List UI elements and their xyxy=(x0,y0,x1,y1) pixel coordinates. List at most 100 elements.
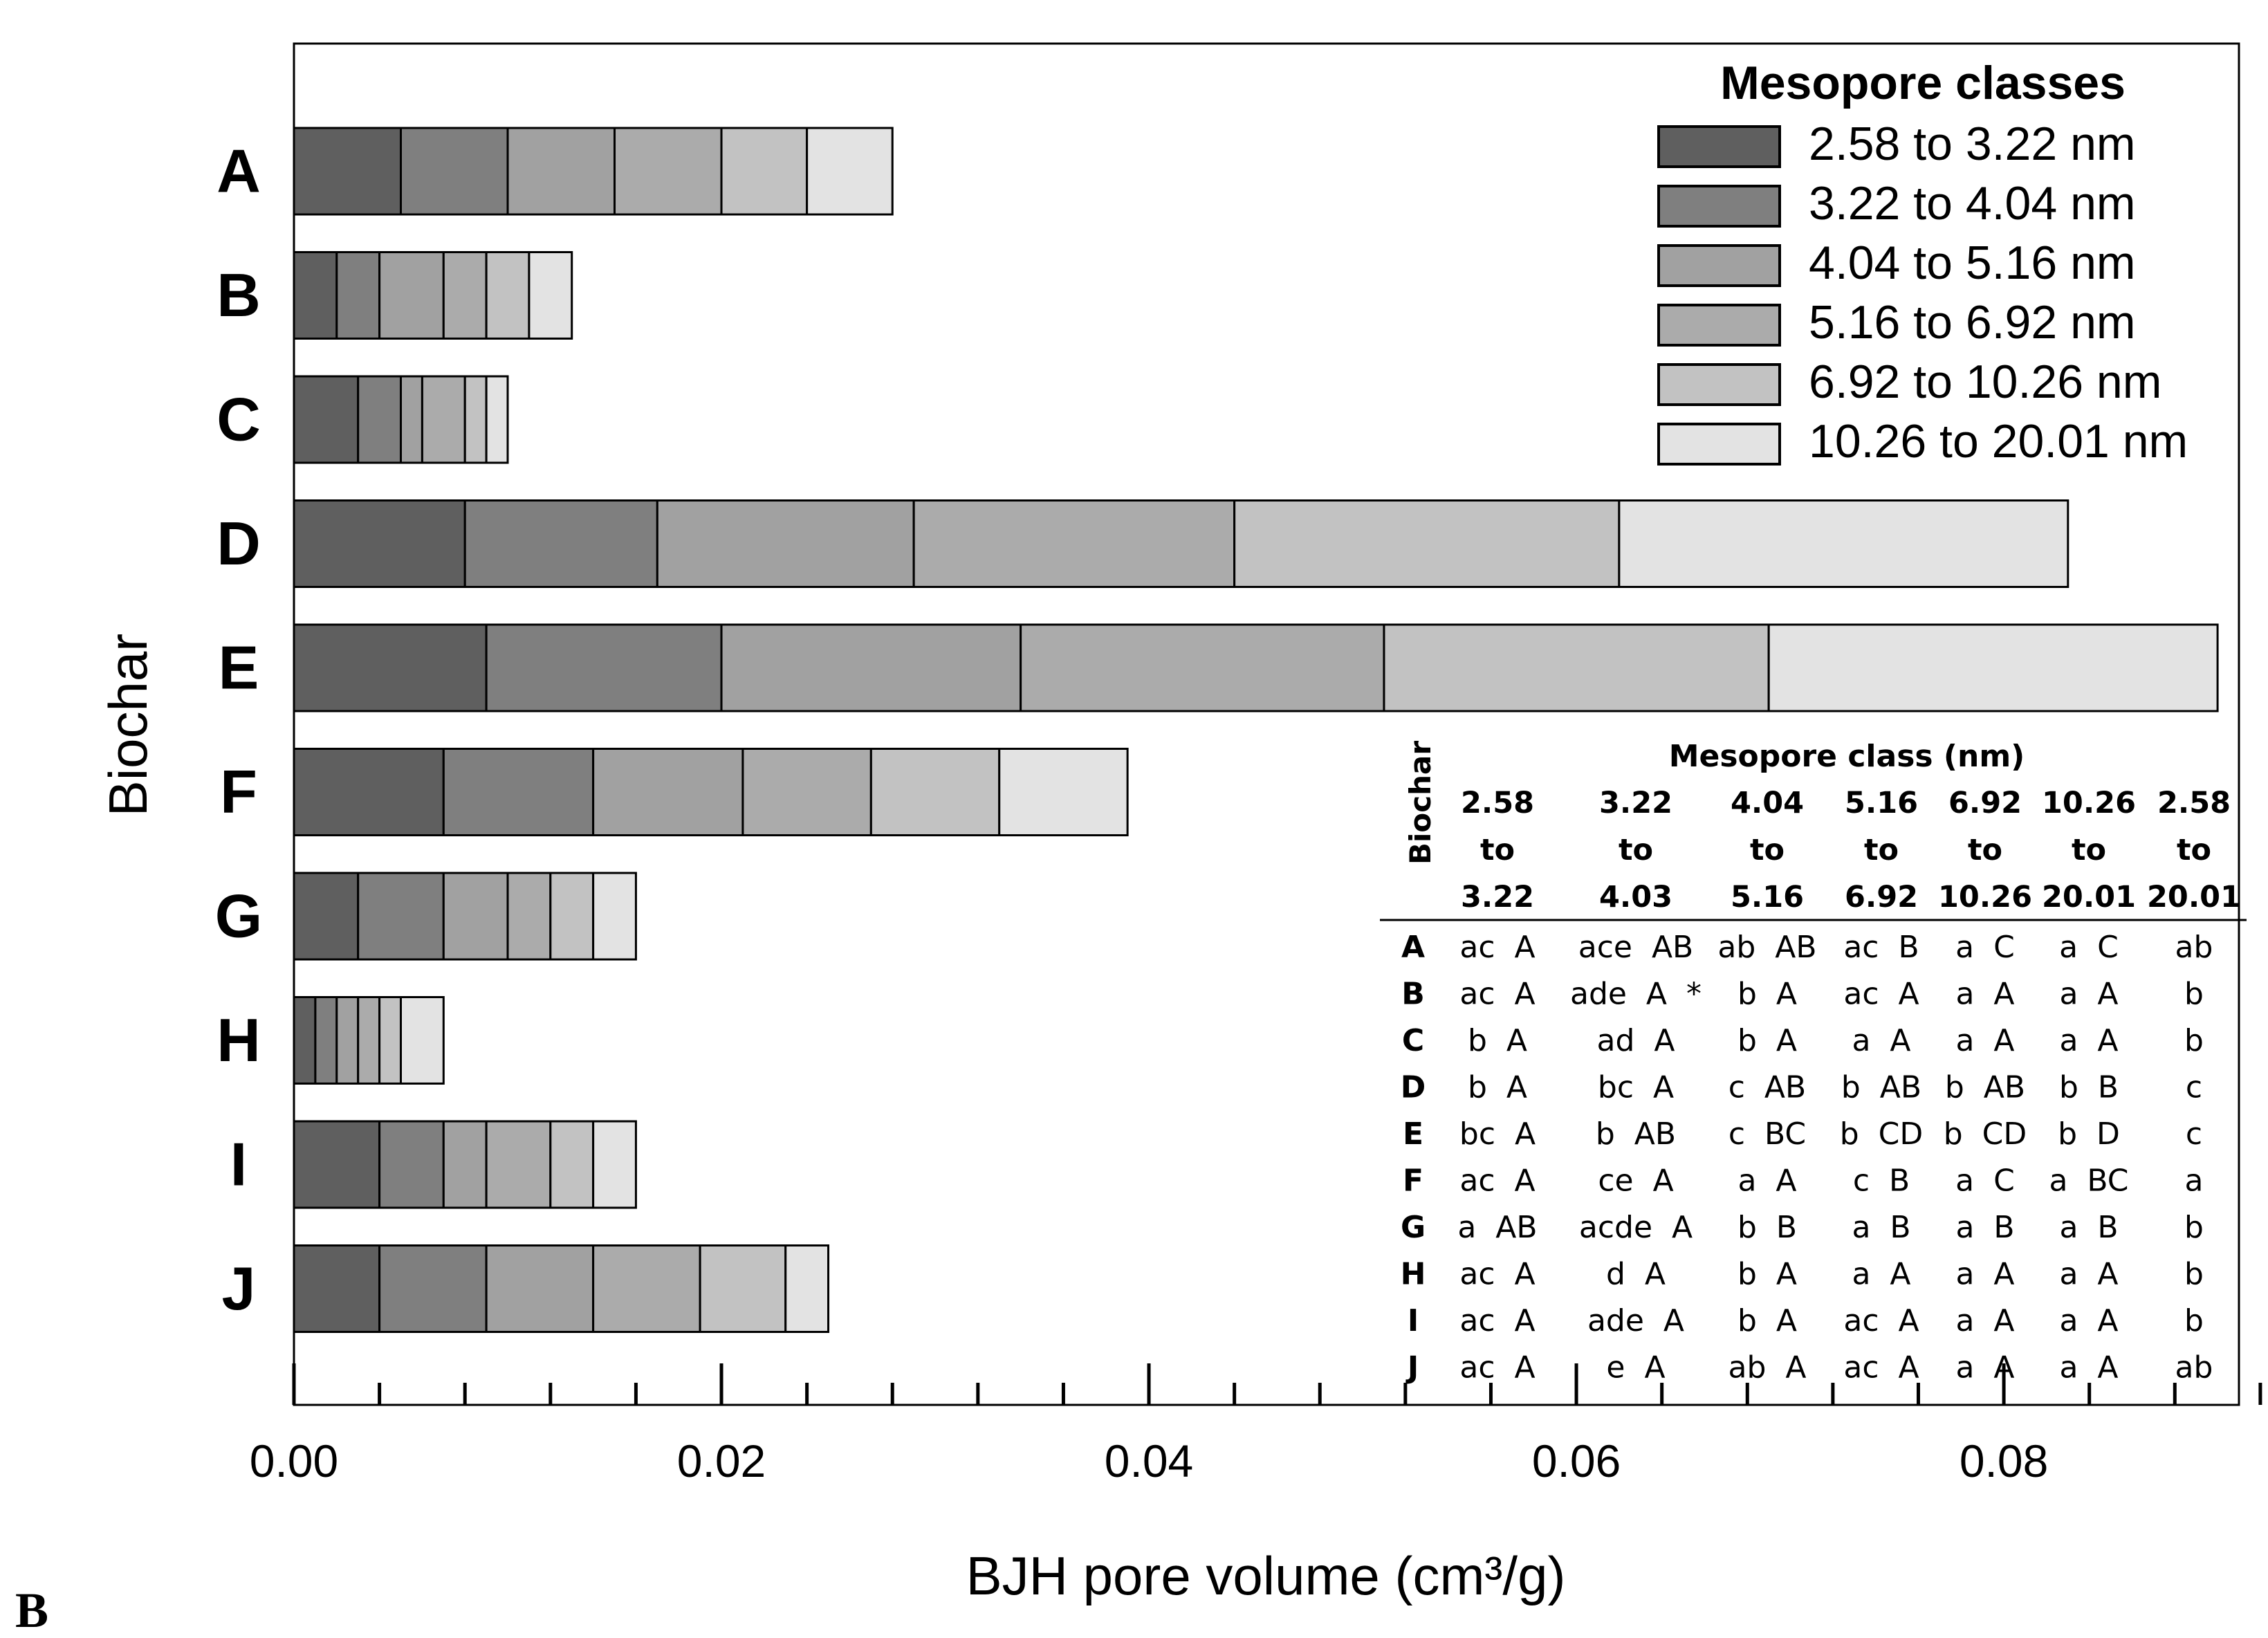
legend-swatch-2 xyxy=(1657,185,1781,228)
bar-segment-C-1 xyxy=(293,375,360,464)
table-col-header-5: 10.26 xyxy=(1938,880,2032,914)
table-cell: ace AB xyxy=(1578,930,1693,965)
table-cell: b xyxy=(2184,977,2204,1012)
bar-segment-D-3 xyxy=(656,499,915,588)
bar-segment-H-1 xyxy=(293,996,317,1085)
table-cell: a A xyxy=(1955,1350,2014,1386)
table-cell: b A xyxy=(1468,1070,1527,1105)
bar-segment-I-3 xyxy=(442,1120,488,1209)
significance-table: Mesopore class (nm) Biochar 2.58 to 3.22 3.… xyxy=(1380,739,2247,1386)
table-cell: ade A * xyxy=(1570,977,1702,1012)
table-cell: ac A xyxy=(1843,1303,1919,1338)
bar-segment-B-1 xyxy=(293,251,338,340)
bars-group xyxy=(293,127,2219,1333)
table-cell: acde A xyxy=(1579,1210,1693,1245)
bar-segment-F-6 xyxy=(998,748,1129,836)
table-cell: ac A xyxy=(1843,1350,1919,1386)
x-tick-label: 0.02 xyxy=(677,1435,766,1487)
table-cell: a A xyxy=(1955,1023,2014,1058)
table-cell: e A xyxy=(1606,1350,1665,1386)
bar-segment-J-1 xyxy=(293,1244,381,1333)
table-col-header-7: to xyxy=(2177,833,2211,867)
bar-segment-C-3 xyxy=(400,375,423,464)
bar-segment-A-6 xyxy=(806,127,894,216)
legend-swatch-5 xyxy=(1657,363,1781,406)
table-col-header-5: to xyxy=(1968,833,2002,867)
table-cell: b B xyxy=(1737,1210,1797,1245)
bar-segment-D-1 xyxy=(293,499,466,588)
table-cell: b CD xyxy=(1840,1116,1924,1152)
legend-label-3: 4.04 to 5.16 nm xyxy=(1809,237,2136,289)
category-label-C: C xyxy=(216,385,261,454)
category-label-G: G xyxy=(215,882,262,950)
table-col-header-2: 3.22 xyxy=(1599,786,1672,820)
table-cell: a A xyxy=(1955,1303,2014,1338)
bar-segment-I-5 xyxy=(549,1120,595,1209)
table-row-label-E: E xyxy=(1403,1116,1423,1152)
table-col-header-4: 6.92 xyxy=(1845,880,1918,914)
bar-segment-H-5 xyxy=(378,996,403,1085)
table-row-label-G: G xyxy=(1401,1210,1426,1245)
table-cell: b AB xyxy=(1841,1070,1921,1105)
bar-segment-F-2 xyxy=(442,748,595,836)
legend-label-4: 5.16 to 6.92 nm xyxy=(1809,296,2136,349)
bar-segment-H-6 xyxy=(400,996,445,1085)
bar-segment-A-1 xyxy=(293,127,403,216)
table-cell: a A xyxy=(2059,977,2118,1012)
legend-swatch-1 xyxy=(1657,125,1781,168)
bar-segment-B-4 xyxy=(442,251,488,340)
legend: Mesopore classes 2.58 to 3.22 nm 3.22 to … xyxy=(1657,57,2188,468)
category-label-F: F xyxy=(220,757,257,826)
bar-segment-J-2 xyxy=(378,1244,488,1333)
bar-segment-E-5 xyxy=(1383,623,1770,712)
table-cell: b B xyxy=(2059,1070,2119,1105)
table-cell: a A xyxy=(1852,1257,1910,1292)
x-tick-label: 0.06 xyxy=(1532,1435,1621,1487)
table-cell: ab xyxy=(2175,1350,2213,1386)
bar-segment-G-1 xyxy=(293,872,360,961)
table-cell: c BC xyxy=(1728,1116,1806,1152)
bar-segment-B-3 xyxy=(378,251,445,340)
table-cell: d A xyxy=(1606,1257,1666,1292)
category-label-J: J xyxy=(222,1254,256,1323)
table-cell: a BC xyxy=(2049,1163,2128,1199)
legend-label-1: 2.58 to 3.22 nm xyxy=(1809,118,2136,170)
bar-segment-C-4 xyxy=(421,375,466,464)
table-cell: a xyxy=(2185,1163,2204,1199)
table-col-header-6: 20.01 xyxy=(2042,880,2136,914)
table-col-header-5: 6.92 xyxy=(1948,786,2022,820)
bar-segment-E-4 xyxy=(1020,623,1385,712)
bar-segment-C-5 xyxy=(463,375,488,464)
bar-segment-F-3 xyxy=(592,748,744,836)
table-cell: c AB xyxy=(1728,1070,1806,1105)
table-cell: ac A xyxy=(1459,1350,1535,1386)
table-col-header-1: to xyxy=(1480,833,1515,867)
table-cell: a B xyxy=(2059,1210,2118,1245)
legend-label-2: 3.22 to 4.04 nm xyxy=(1809,177,2136,230)
table-cell: b A xyxy=(1737,977,1797,1012)
bar-segment-H-2 xyxy=(314,996,338,1085)
bar-segment-F-4 xyxy=(741,748,872,836)
table-cell: a A xyxy=(1955,1257,2014,1292)
bar-segment-A-5 xyxy=(720,127,809,216)
bar-segment-I-4 xyxy=(485,1120,552,1209)
bar-segment-J-6 xyxy=(784,1244,830,1333)
table-cell: a B xyxy=(1852,1210,1910,1245)
table-cell: b CD xyxy=(1944,1116,2027,1152)
table-row-label-C: C xyxy=(1402,1023,1424,1058)
table-cell: ab AB xyxy=(1717,930,1816,965)
bar-segment-J-5 xyxy=(699,1244,787,1333)
table-cell: a C xyxy=(1955,1163,2015,1199)
table-col-header-2: to xyxy=(1619,833,1653,867)
bar-segment-E-2 xyxy=(485,623,723,712)
table-row-header: Biochar xyxy=(1403,741,1437,865)
legend-label-5: 6.92 to 10.26 nm xyxy=(1809,356,2161,408)
category-label-I: I xyxy=(230,1130,247,1199)
category-label-D: D xyxy=(216,509,261,578)
table-col-header-3: 4.04 xyxy=(1731,786,1804,820)
bar-segment-E-1 xyxy=(293,623,488,712)
bar-segment-J-4 xyxy=(592,1244,701,1333)
table-title: Mesopore class (nm) xyxy=(1669,739,2025,774)
